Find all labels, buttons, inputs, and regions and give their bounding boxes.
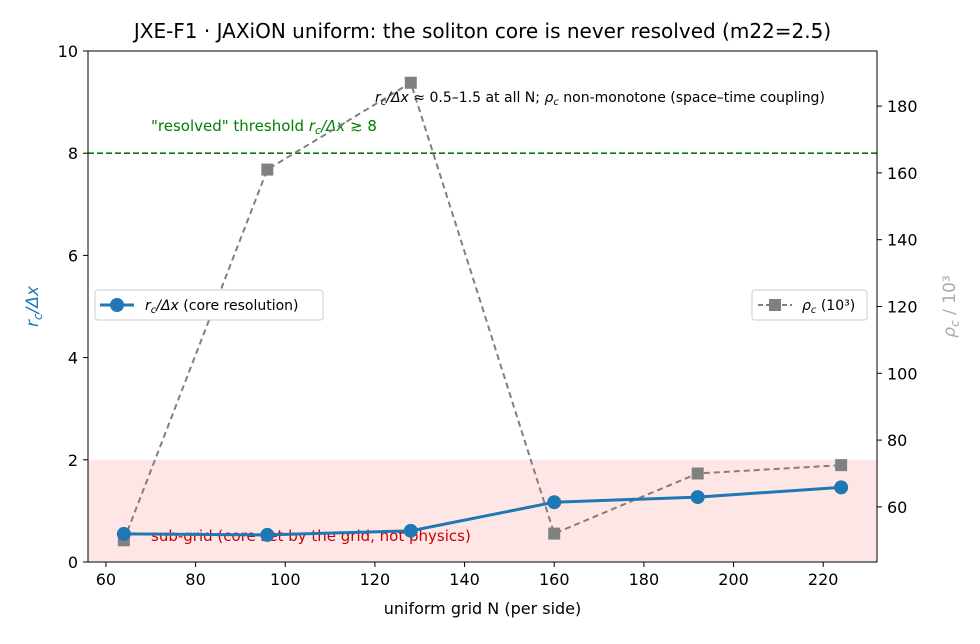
y-axis-right: 60 80 100 120 140 160 180 <box>877 97 918 517</box>
y-left-tick-label: 10 <box>58 42 78 61</box>
legend-left-marker <box>110 298 124 312</box>
y-left-tick-label: 0 <box>68 553 78 572</box>
y-right-tick-label: 120 <box>887 298 918 317</box>
x-tick-label: 60 <box>96 570 116 589</box>
y-right-tick-label: 60 <box>887 498 907 517</box>
rho-c-point <box>404 76 417 89</box>
x-tick-label: 220 <box>808 570 839 589</box>
series-rho-c <box>117 76 848 547</box>
legend-left-label: rc/Δx (core resolution) <box>145 298 299 316</box>
y-axis-right-label: ρc / 10³ <box>940 275 962 337</box>
legend-left-box <box>94 289 324 321</box>
x-tick-label: 160 <box>539 570 570 589</box>
rho-c-point <box>691 467 704 480</box>
rho-c-point <box>261 163 274 176</box>
annotation-text: rc/Δx ≈ 0.5–1.5 at all N; ρc non-monoton… <box>375 90 825 108</box>
y-right-tick-label: 180 <box>887 97 918 116</box>
x-tick-label: 120 <box>360 570 391 589</box>
threshold-label: "resolved" threshold rc/Δx ≳ 8 <box>151 117 377 137</box>
subgrid-band <box>88 459 877 562</box>
legend-right-label: ρc (10³) <box>802 298 855 316</box>
y-axis-left: 0 2 4 6 8 10 <box>58 42 88 572</box>
legend-right-box <box>751 289 868 321</box>
y-left-tick-label: 8 <box>68 144 78 163</box>
x-tick-label: 140 <box>449 570 480 589</box>
rho-c-point <box>548 527 561 540</box>
rho-c-line <box>122 81 842 541</box>
chart-title: JXE-F1 · JAXiON uniform: the soliton cor… <box>132 19 831 43</box>
rc-dx-point <box>116 526 131 541</box>
legend-right-marker <box>769 299 781 311</box>
y-right-tick-label: 160 <box>887 164 918 183</box>
x-tick-label: 100 <box>270 570 301 589</box>
legend-right: ρc (10³) <box>751 289 868 321</box>
x-axis: 60 80 100 120 140 160 180 200 220 <box>96 562 839 589</box>
y-right-tick-label: 140 <box>887 231 918 250</box>
rc-dx-point <box>260 527 275 542</box>
series-rc-dx <box>116 480 849 542</box>
y-right-tick-label: 80 <box>887 431 907 450</box>
y-left-tick-label: 6 <box>68 246 78 265</box>
y-axis-left-label: rc/Δx <box>23 285 45 327</box>
rc-dx-point <box>834 480 849 495</box>
x-tick-label: 200 <box>718 570 749 589</box>
rc-dx-point <box>547 495 562 510</box>
x-tick-label: 180 <box>629 570 660 589</box>
rc-dx-line <box>123 485 842 537</box>
y-left-tick-label: 2 <box>68 451 78 470</box>
rho-c-point <box>835 459 848 472</box>
y-left-tick-label: 4 <box>68 349 78 368</box>
legend-left: rc/Δx (core resolution) <box>94 289 324 321</box>
y-right-tick-label: 100 <box>887 364 918 383</box>
x-tick-label: 80 <box>185 570 205 589</box>
rc-dx-point <box>690 490 705 505</box>
rc-dx-point <box>403 523 418 538</box>
x-axis-label: uniform grid N (per side) <box>384 599 582 618</box>
